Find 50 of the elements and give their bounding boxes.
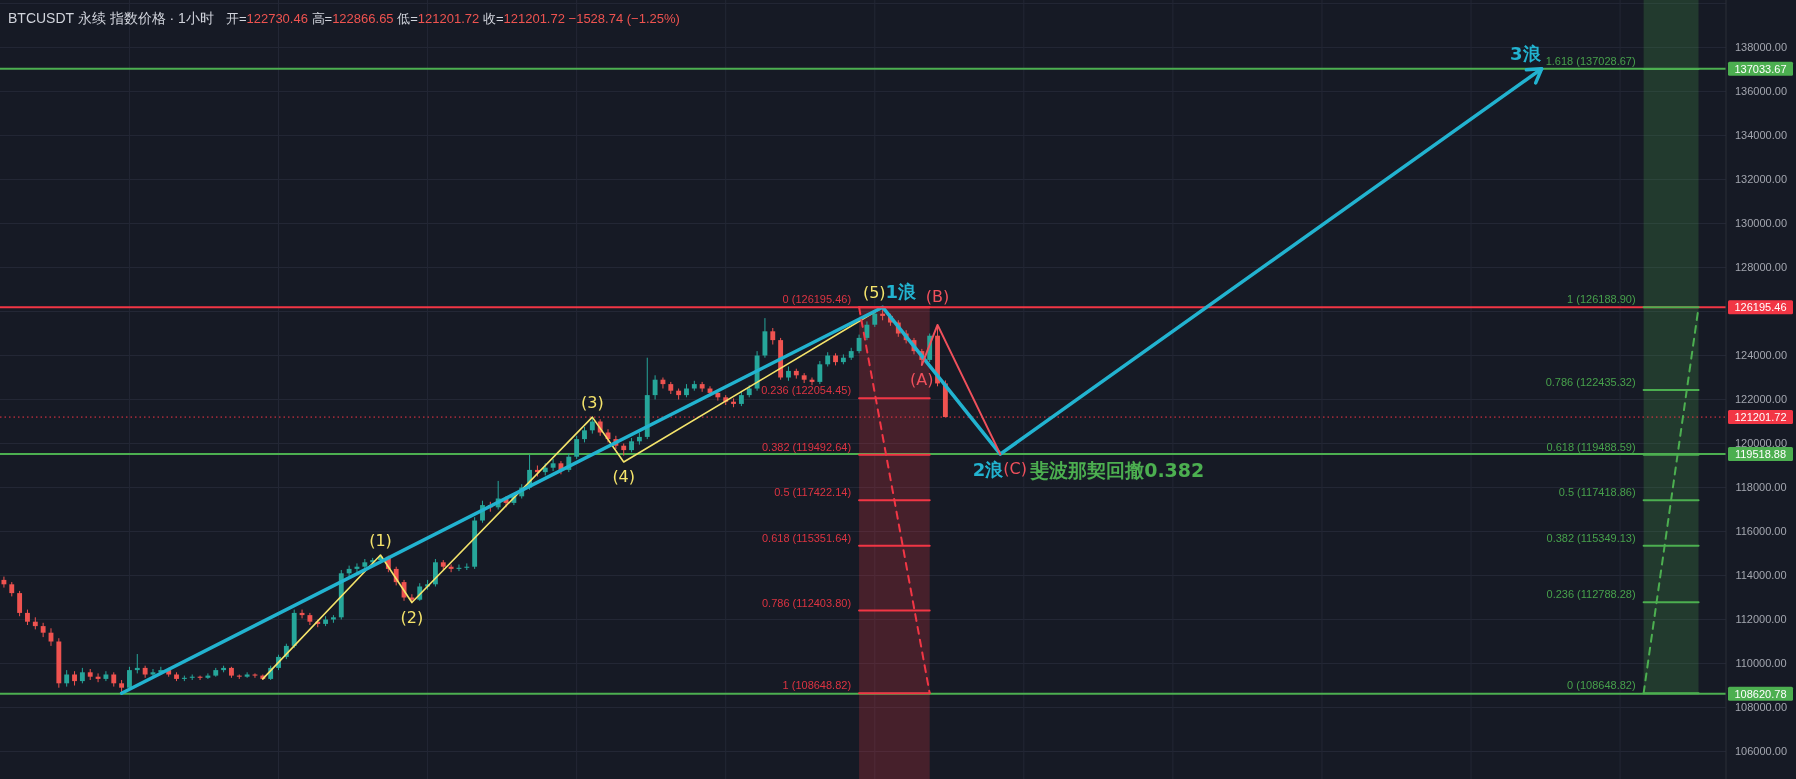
annotation: (1) bbox=[369, 531, 392, 551]
y-tick-label: 128000.00 bbox=[1735, 261, 1787, 274]
y-tick-label: 132000.00 bbox=[1735, 173, 1787, 186]
y-tick-label: 130000.00 bbox=[1735, 217, 1787, 230]
ref-line-label: 119518.88 bbox=[1734, 447, 1787, 460]
ref-line-label: 108620.78 bbox=[1734, 687, 1787, 700]
annotation: 0.236 (112788.28) bbox=[1546, 588, 1636, 601]
annotation: 0.5 (117418.86) bbox=[1558, 486, 1636, 499]
annotation: 0 (126195.46) bbox=[782, 293, 852, 306]
annotation: 0 (108648.82) bbox=[1567, 679, 1636, 692]
ref-line-label: 126195.46 bbox=[1734, 301, 1787, 314]
annotation: 0.382 (119492.64) bbox=[761, 440, 852, 453]
annotation: (2) bbox=[400, 607, 424, 627]
y-tick-label: 134000.00 bbox=[1735, 129, 1787, 142]
ref-line-label: 121201.72 bbox=[1734, 410, 1787, 423]
annotation: (4) bbox=[612, 466, 636, 486]
annotation: (A) bbox=[910, 369, 934, 389]
y-tick-label: 122000.00 bbox=[1735, 393, 1787, 406]
y-tick-label: 138000.00 bbox=[1735, 41, 1787, 54]
y-tick-label: 108000.00 bbox=[1735, 701, 1787, 714]
text: 开=122730.46 高=122866.65 低=121201.72 收=121201.72 −1528.74 (−1.25%) bbox=[225, 11, 680, 26]
ref-line-label: 137033.67 bbox=[1734, 62, 1787, 75]
annotation: 1 (126188.90) bbox=[1567, 293, 1636, 306]
text: BTCUSDT 永续 指数价格 · 1小时 bbox=[8, 10, 214, 26]
y-tick-label: 106000.00 bbox=[1735, 745, 1787, 758]
annotation: 0.618 (115351.64) bbox=[761, 531, 852, 544]
y-tick-label: 120000.00 bbox=[1735, 437, 1787, 450]
annotation: 1 (108648.82) bbox=[782, 679, 852, 692]
annotation: 0.236 (122054.45) bbox=[761, 384, 852, 397]
annotation: (B) bbox=[925, 287, 950, 307]
y-tick-label: 112000.00 bbox=[1735, 613, 1787, 626]
annotation: 0.786 (112403.80) bbox=[761, 596, 852, 609]
annotation: (5) bbox=[862, 283, 886, 303]
annotation: (C) bbox=[1003, 459, 1027, 479]
annotation: 0.786 (122435.32) bbox=[1545, 375, 1636, 388]
y-tick-label: 114000.00 bbox=[1735, 569, 1787, 582]
annotation: 3浪 bbox=[1510, 42, 1542, 64]
y-tick-label: 110000.00 bbox=[1735, 657, 1787, 670]
y-tick-label: 116000.00 bbox=[1735, 525, 1787, 538]
annotation: (3) bbox=[581, 393, 604, 413]
annotation: 斐波那契回撤0.382 bbox=[1030, 459, 1205, 482]
y-tick-label: 118000.00 bbox=[1735, 481, 1787, 494]
annotation: 2浪 bbox=[972, 459, 1005, 481]
annotation: 0.618 (119488.59) bbox=[1546, 440, 1636, 453]
annotation: 1.618 (137028.67) bbox=[1545, 54, 1636, 67]
y-tick-label: 124000.00 bbox=[1735, 349, 1787, 362]
y-tick-label: 136000.00 bbox=[1735, 85, 1787, 98]
annotation: 1浪 bbox=[885, 281, 918, 303]
annotation: 0.5 (117422.14) bbox=[774, 486, 852, 499]
annotation: 0.382 (115349.13) bbox=[1546, 531, 1636, 544]
